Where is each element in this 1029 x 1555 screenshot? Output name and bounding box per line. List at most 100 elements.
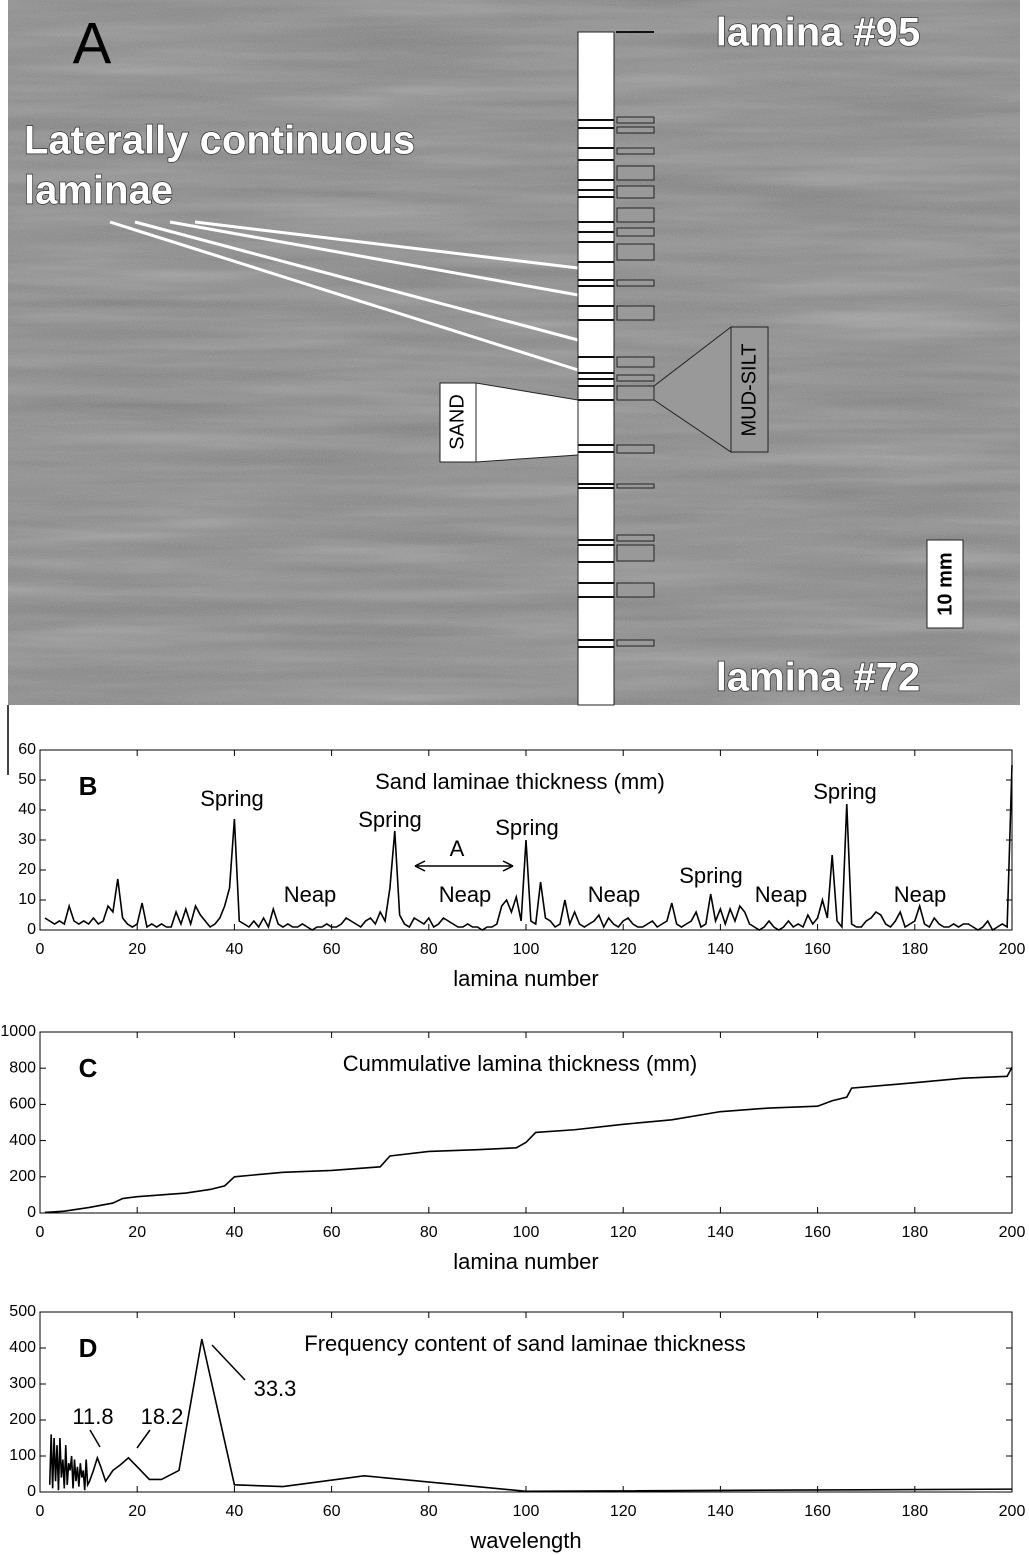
sand-label: SAND: [446, 394, 468, 450]
y-tick-label: 600: [9, 1096, 36, 1113]
y-tick-label: 200: [9, 1411, 36, 1428]
mud-box: [730, 326, 769, 453]
annotation-leader: [502, 865, 514, 872]
x-tick-label: 0: [36, 941, 45, 958]
annotation: Spring: [358, 807, 422, 832]
x-tick-label: 100: [513, 941, 540, 958]
x-tick-label: 200: [999, 1224, 1026, 1241]
x-tick-label: 80: [420, 941, 438, 958]
mud-column: [616, 116, 655, 647]
x-tick-label: 0: [36, 1503, 45, 1520]
y-tick-label: 10: [18, 891, 36, 908]
x-tick-label: 80: [420, 1503, 438, 1520]
annotation-leader: [211, 1344, 246, 1381]
annotation: Neap: [588, 882, 641, 907]
annotation: 33.3: [254, 1376, 297, 1401]
annotation-leader: [414, 865, 426, 872]
x-tick-label: 40: [226, 1503, 244, 1520]
data-line: [44, 1066, 1013, 1214]
annotation: Neap: [284, 882, 337, 907]
y-tick-label: 20: [18, 861, 36, 878]
leader-lines: [109, 220, 579, 372]
x-tick-label: 180: [901, 941, 928, 958]
annotation: Spring: [200, 786, 264, 811]
y-tick-label: 500: [9, 1303, 36, 1320]
panel-label: D: [79, 1333, 98, 1363]
panel-label: B: [79, 771, 98, 801]
annotation-leader: [502, 860, 514, 867]
x-tick-label: 40: [226, 1224, 244, 1241]
annotation-leader: [136, 1429, 151, 1449]
sand-column: [577, 31, 615, 706]
x-tick-label: 120: [610, 1503, 637, 1520]
x-tick-label: 60: [323, 1503, 341, 1520]
annotation: Neap: [439, 882, 492, 907]
mud-silt-label: MUD-SILT: [738, 344, 760, 437]
x-tick-label: 0: [36, 1224, 45, 1241]
x-tick-label: 60: [323, 941, 341, 958]
x-tick-label: 140: [707, 941, 734, 958]
x-tick-label: 80: [420, 1224, 438, 1241]
y-tick-label: 40: [18, 801, 36, 818]
y-tick-label: 0: [27, 921, 36, 938]
y-tick-label: 0: [27, 1204, 36, 1221]
x-axis-label: lamina number: [453, 1249, 599, 1274]
y-tick-label: 1000: [0, 1023, 36, 1040]
y-tick-label: 400: [9, 1339, 36, 1356]
x-tick-label: 160: [804, 1224, 831, 1241]
x-tick-label: 100: [513, 1224, 540, 1241]
annotation-line: Laterally continuous: [24, 119, 415, 163]
annotation: 18.2: [141, 1404, 184, 1429]
x-tick-label: 40: [226, 941, 244, 958]
y-tick-label: 800: [9, 1059, 36, 1076]
photo-texture: [8, 0, 1020, 705]
x-tick-label: 20: [128, 1503, 146, 1520]
annotation-leader: [414, 860, 426, 867]
y-tick-label: 100: [9, 1447, 36, 1464]
x-tick-label: 160: [804, 1503, 831, 1520]
chart-title: Sand laminae thickness (mm): [375, 769, 665, 794]
y-tick-label: 200: [9, 1168, 36, 1185]
bottom-lamina-label: lamina #72: [716, 656, 921, 700]
x-tick-label: 200: [999, 941, 1026, 958]
annotation-leader: [89, 1429, 101, 1448]
y-tick-label: 300: [9, 1375, 36, 1392]
top-lamina-label: lamina #95: [716, 11, 921, 55]
y-tick-label: 0: [27, 1483, 36, 1500]
x-tick-label: 100: [513, 1503, 540, 1520]
x-tick-label: 180: [901, 1503, 928, 1520]
photo-panel: A lamina #95 lamina #72 Laterally contin…: [7, 0, 1020, 775]
y-tick-label: 30: [18, 831, 36, 848]
x-tick-label: 140: [707, 1503, 734, 1520]
scale-box: [926, 539, 964, 629]
x-axis-label: lamina number: [453, 966, 599, 991]
column-dividers: [578, 31, 654, 648]
x-tick-label: 60: [323, 1224, 341, 1241]
x-tick-label: 180: [901, 1224, 928, 1241]
annotation-line: laminae: [24, 169, 173, 213]
annotation: Spring: [813, 779, 877, 804]
x-tick-label: 120: [610, 941, 637, 958]
x-tick-label: 140: [707, 1224, 734, 1241]
x-tick-label: 20: [128, 941, 146, 958]
data-line: [44, 764, 1013, 932]
y-tick-label: 50: [18, 771, 36, 788]
sand-box: [439, 382, 477, 463]
chart-title: Frequency content of sand laminae thickn…: [304, 1331, 745, 1356]
annotation: Spring: [495, 815, 559, 840]
x-tick-label: 20: [128, 1224, 146, 1241]
x-tick-label: 160: [804, 941, 831, 958]
chart-title: Cummulative lamina thickness (mm): [343, 1051, 698, 1076]
annotation: 11.8: [72, 1404, 113, 1429]
panel-label: C: [79, 1053, 98, 1083]
x-tick-label: 120: [610, 1224, 637, 1241]
annotation: Spring: [679, 863, 743, 888]
x-axis-label: wavelength: [469, 1528, 581, 1553]
scale-label: 10 mm: [934, 552, 956, 615]
x-tick-label: 200: [999, 1503, 1026, 1520]
annotation: Neap: [894, 882, 947, 907]
y-tick-label: 60: [18, 741, 36, 758]
data-line: [48, 1338, 1013, 1493]
annotation: A: [450, 836, 465, 861]
